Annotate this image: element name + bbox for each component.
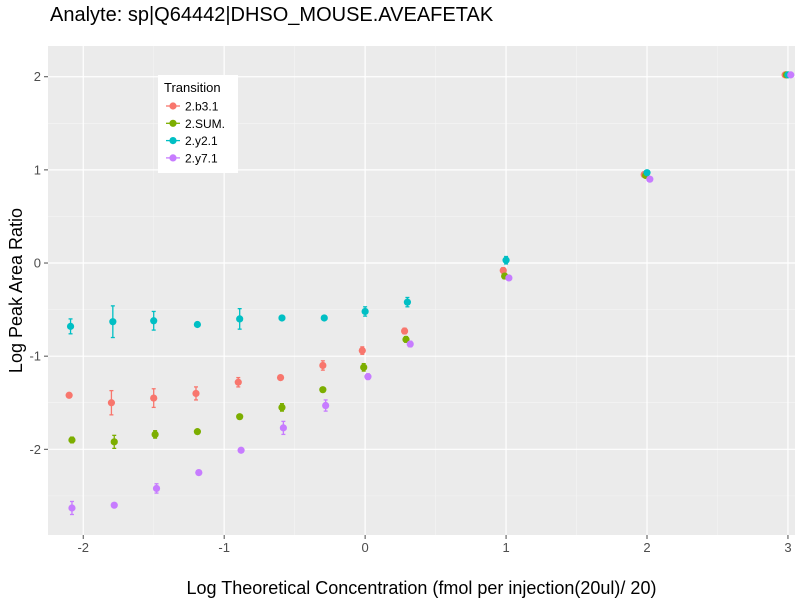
data-point <box>279 424 287 432</box>
data-point <box>66 322 75 330</box>
x-tick-label: 3 <box>784 540 791 555</box>
data-point <box>151 430 159 439</box>
legend-title: Transition <box>164 80 221 95</box>
y-tick-label: 2 <box>34 69 41 84</box>
data-point <box>403 298 412 306</box>
data-point <box>150 317 158 325</box>
data-point <box>787 71 795 79</box>
data-point <box>195 468 203 477</box>
data-point <box>358 346 366 355</box>
data-point <box>499 266 507 275</box>
data-point <box>402 335 410 343</box>
x-tick-label: 2 <box>643 540 650 555</box>
x-tick-label: 1 <box>502 540 509 555</box>
legend-key <box>169 119 177 127</box>
data-point <box>236 413 244 421</box>
legend-label: 2.y7.1 <box>185 151 218 165</box>
legend-key <box>169 154 177 162</box>
data-point <box>319 386 327 394</box>
data-point <box>276 373 285 382</box>
data-point <box>110 501 118 509</box>
data-point <box>65 391 73 399</box>
legend-key <box>169 102 177 110</box>
data-point <box>320 314 328 322</box>
data-point <box>364 373 372 381</box>
y-tick-label: -1 <box>29 349 41 364</box>
data-point <box>68 436 76 444</box>
data-point <box>109 318 117 326</box>
data-point <box>643 169 651 177</box>
data-point <box>150 394 158 402</box>
data-point <box>400 327 409 335</box>
y-tick-label: 1 <box>34 162 41 177</box>
data-point <box>236 315 244 323</box>
data-point <box>193 320 201 329</box>
data-point <box>193 428 201 436</box>
data-point <box>360 363 368 371</box>
x-tick-label: -2 <box>77 540 89 555</box>
data-point <box>234 378 242 386</box>
data-point <box>152 484 161 493</box>
data-point <box>278 403 286 411</box>
data-point <box>361 307 369 316</box>
data-point <box>646 175 654 183</box>
legend-key <box>169 137 177 145</box>
data-point <box>110 438 118 446</box>
data-point <box>107 399 116 407</box>
data-point <box>192 389 200 398</box>
legend-label: 2.b3.1 <box>185 100 219 114</box>
y-axis-title: Log Peak Area Ratio <box>6 208 26 373</box>
chart-title: Analyte: sp|Q64442|DHSO_MOUSE.AVEAFETAK <box>50 4 494 26</box>
data-point <box>68 504 76 512</box>
data-point <box>406 340 414 348</box>
y-tick-label: 0 <box>34 256 41 271</box>
legend-label: 2.SUM. <box>185 117 225 131</box>
x-tick-label: 0 <box>362 540 369 555</box>
data-point <box>237 446 245 454</box>
data-point <box>278 314 286 322</box>
data-point <box>322 401 330 410</box>
legend-label: 2.y2.1 <box>185 134 218 148</box>
y-tick-label: -2 <box>29 442 41 457</box>
data-point <box>319 361 327 370</box>
data-point <box>505 274 513 282</box>
legend: Transition 2.b3.1 2.SUM. 2.y2.1 2.y7.1 <box>158 75 238 173</box>
x-tick-label: -1 <box>218 540 230 555</box>
x-axis-title: Log Theoretical Concentration (fmol per … <box>187 578 657 598</box>
data-point <box>502 256 510 264</box>
